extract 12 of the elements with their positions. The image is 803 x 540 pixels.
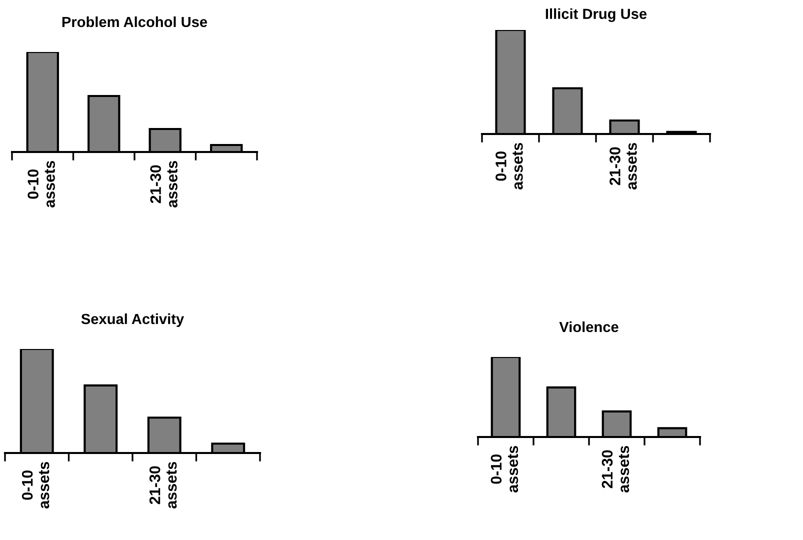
x-tick-label: 0-10 assets: [496, 142, 523, 190]
x-tick-label: 0-10 assets: [28, 160, 55, 208]
chart-title: Violence: [559, 321, 618, 332]
chart-title: Problem Alcohol Use: [62, 16, 208, 28]
chart-title: Illicit Drug Use: [546, 8, 647, 22]
chart-title: Sexual Activity: [81, 313, 184, 328]
x-tick-label: 0-10 assets: [490, 446, 518, 492]
x-tick-label: 21-30 assets: [149, 462, 177, 508]
x-tick-label: 21-30 assets: [150, 160, 178, 208]
x-tick-label: 0-10 assets: [22, 462, 50, 508]
x-tick-label: 21-30 assets: [602, 446, 630, 492]
x-tick-label: 21-30 assets: [610, 142, 637, 190]
